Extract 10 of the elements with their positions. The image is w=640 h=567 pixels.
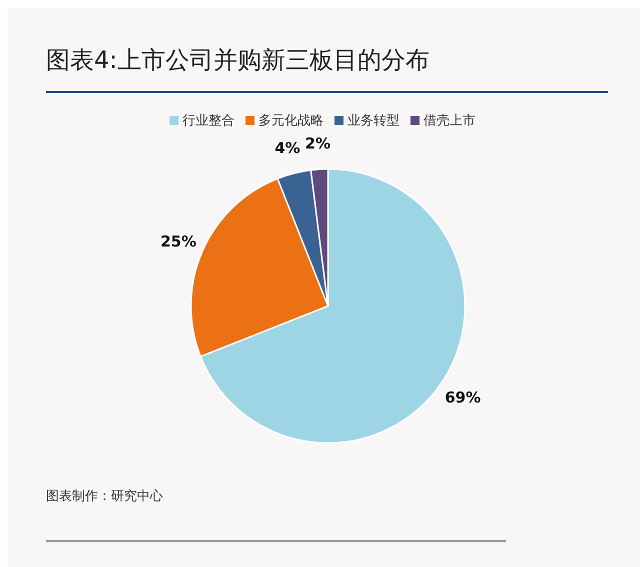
data-label: 69% — [444, 388, 481, 407]
data-label: 4% — [274, 139, 300, 158]
legend-label: 行业整合 — [182, 114, 234, 128]
legend-label: 多元化战略 — [258, 114, 324, 128]
legend-label: 业务转型 — [348, 114, 400, 128]
data-label: 25% — [160, 232, 196, 250]
data-label: 2% — [305, 134, 330, 152]
text: 图表制作：研究中心 — [46, 488, 163, 504]
legend-label: 借壳上市 — [424, 114, 476, 128]
chart-title: 图表4:上市公司并购新三板目的分布 — [46, 46, 430, 74]
